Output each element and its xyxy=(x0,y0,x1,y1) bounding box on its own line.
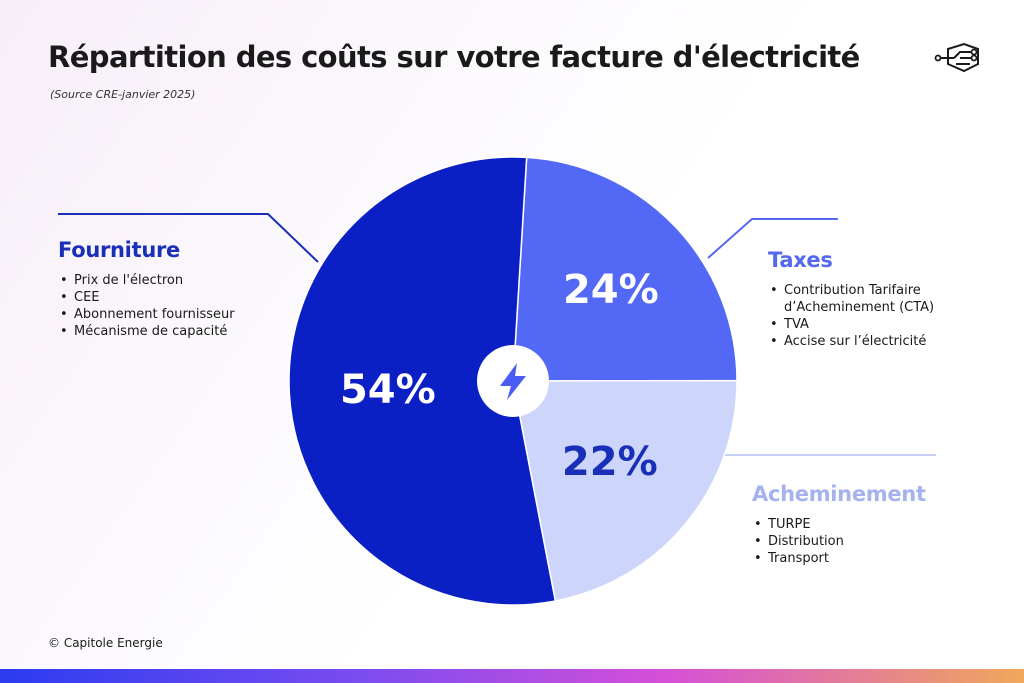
legend-title-fourniture: Fourniture xyxy=(58,238,180,262)
legend-item: Distribution xyxy=(754,533,926,550)
connector-line-fourniture xyxy=(58,213,319,263)
circuit-logo-icon xyxy=(934,42,979,73)
legend-item: Abonnement fournisseur xyxy=(60,306,235,323)
legend-acheminement: Acheminement TURPE Distribution Transpor… xyxy=(752,482,926,567)
source-note: (Source CRE-janvier 2025) xyxy=(50,88,196,101)
lightning-icon xyxy=(500,363,526,400)
connector-line-taxes xyxy=(707,218,838,259)
slice-label-fourniture: 54% xyxy=(340,367,436,413)
pie-slice-acheminement xyxy=(512,379,738,602)
legend-taxes: Taxes Contribution Tarifaire d’Acheminem… xyxy=(768,248,934,350)
legend-item-line: Contribution Tarifaire xyxy=(784,283,921,298)
slice-label-acheminement: 22% xyxy=(562,439,658,485)
legend-item: Prix de l'électron xyxy=(60,272,235,289)
page-title: Répartition des coûts sur votre facture … xyxy=(48,40,860,74)
legend-title-acheminement: Acheminement xyxy=(752,482,926,506)
legend-item: TVA xyxy=(770,316,934,333)
gradient-footer-bar xyxy=(0,669,1024,683)
pie-slice-taxes xyxy=(512,156,738,382)
legend-title-taxes: Taxes xyxy=(768,248,833,272)
pie-slice-fourniture xyxy=(288,156,557,606)
legend-item: TURPE xyxy=(754,516,926,533)
legend-item: Accise sur l’électricité xyxy=(770,333,934,350)
slice-label-taxes: 24% xyxy=(563,267,659,313)
legend-item: Contribution Tarifaire d’Acheminement (C… xyxy=(770,282,935,316)
legend-item: Transport xyxy=(754,550,926,567)
legend-item: Mécanisme de capacité xyxy=(60,323,235,340)
copyright: © Capitole Energie xyxy=(48,636,163,650)
legend-item: CEE xyxy=(60,289,235,306)
legend-item-line: d’Acheminement (CTA) xyxy=(784,300,935,315)
legend-fourniture: Fourniture Prix de l'électron CEE Abonne… xyxy=(58,238,235,340)
